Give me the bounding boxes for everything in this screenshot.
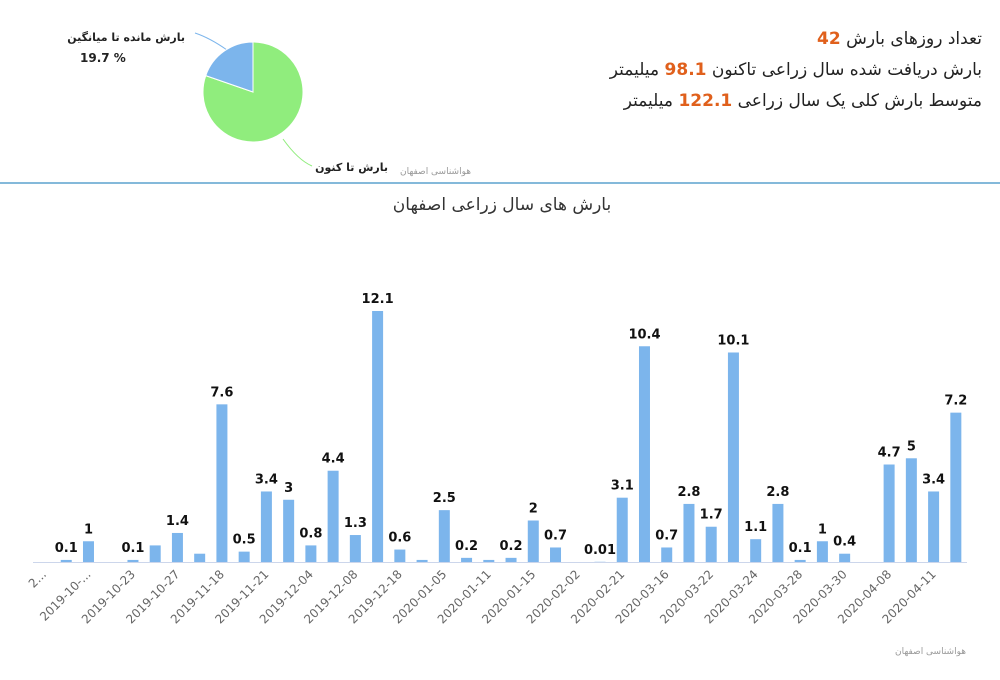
bar bbox=[327, 470, 339, 562]
data-label: 12.1 bbox=[362, 292, 394, 307]
data-label: 1.3 bbox=[344, 516, 367, 531]
bar bbox=[883, 464, 895, 562]
bar bbox=[638, 346, 650, 562]
stat-line: بارش دریافت شده سال زراعی تاکنون 98.1 می… bbox=[610, 55, 982, 86]
bar bbox=[238, 551, 250, 562]
bar bbox=[750, 539, 762, 562]
data-label: 0.01 bbox=[584, 543, 616, 558]
data-label: 3.4 bbox=[255, 472, 278, 487]
data-label: 5 bbox=[907, 439, 916, 454]
bar bbox=[839, 553, 851, 562]
chart-title: بارش های سال زراعی اصفهان bbox=[393, 195, 611, 215]
bar bbox=[260, 491, 272, 562]
bar bbox=[928, 491, 940, 562]
data-label: 0.7 bbox=[655, 528, 678, 543]
stat-line: متوسط بارش کلی یک سال زراعی 122.1 میلیمت… bbox=[610, 86, 982, 117]
bar bbox=[705, 526, 717, 562]
stat-value: 122.1 bbox=[678, 91, 733, 111]
bar bbox=[372, 310, 384, 562]
bar bbox=[661, 547, 673, 562]
bar bbox=[727, 352, 739, 562]
data-label: 0.2 bbox=[455, 539, 478, 554]
data-label: 2.5 bbox=[433, 491, 456, 506]
stat-value: 98.1 bbox=[664, 60, 707, 80]
stat-unit: میلیمتر bbox=[609, 60, 660, 80]
bar bbox=[616, 497, 628, 562]
data-label: 0.2 bbox=[500, 539, 523, 554]
stat-line: تعداد روزهای بارش 42 bbox=[610, 24, 982, 55]
bar bbox=[905, 458, 917, 562]
bar bbox=[149, 545, 161, 562]
data-label: 1.7 bbox=[700, 508, 723, 523]
data-label: 1 bbox=[84, 522, 93, 537]
bar bbox=[683, 503, 695, 562]
data-label: 2.8 bbox=[677, 485, 700, 500]
data-label: 0.5 bbox=[233, 533, 256, 548]
pie-connector bbox=[282, 138, 313, 167]
data-label: 0.8 bbox=[299, 526, 322, 541]
bar bbox=[505, 557, 517, 562]
pie-label: بارش تا کنون bbox=[315, 161, 388, 174]
data-label: 10.1 bbox=[717, 333, 749, 348]
pie-slice bbox=[202, 41, 304, 143]
data-label: 1.1 bbox=[744, 520, 767, 535]
bar bbox=[416, 559, 428, 562]
bar bbox=[950, 412, 962, 562]
credit: هواشناسی اصفهان bbox=[895, 647, 966, 657]
data-label: 7.6 bbox=[210, 385, 233, 400]
data-label: 1.4 bbox=[166, 514, 189, 529]
data-label: 0.1 bbox=[789, 541, 812, 556]
pie-label: بارش مانده تا میانگین bbox=[67, 31, 185, 44]
data-label: 0.1 bbox=[121, 541, 144, 556]
data-label: 2.8 bbox=[766, 485, 789, 500]
pie-slice bbox=[205, 41, 254, 93]
bar bbox=[527, 520, 539, 562]
stat-text: تعداد روزهای بارش bbox=[846, 29, 982, 49]
stat-value: 42 bbox=[817, 29, 841, 49]
bar bbox=[394, 549, 406, 562]
stat-text: متوسط بارش کلی یک سال زراعی bbox=[737, 91, 982, 111]
pie-connector bbox=[194, 32, 228, 51]
bar bbox=[305, 545, 317, 562]
stat-unit: میلیمتر bbox=[623, 91, 674, 111]
bar bbox=[772, 503, 784, 562]
bar bbox=[550, 547, 562, 562]
bar bbox=[483, 559, 495, 562]
bar bbox=[283, 499, 295, 562]
credit: هواشناسی اصفهان bbox=[400, 167, 471, 177]
data-label: 2 bbox=[529, 502, 538, 517]
bar bbox=[349, 535, 361, 562]
stat-text: بارش دریافت شده سال زراعی تاکنون bbox=[711, 60, 982, 80]
data-label: 10.4 bbox=[628, 327, 660, 342]
bar bbox=[461, 557, 473, 562]
bar bbox=[171, 532, 183, 562]
bar bbox=[216, 404, 228, 562]
pie-value-label: 19.7 % bbox=[80, 51, 126, 65]
data-label: 7.2 bbox=[944, 394, 967, 409]
data-label: 3.1 bbox=[611, 479, 634, 494]
stats: تعداد روزهای بارش 42 بارش دریافت شده سال… bbox=[610, 24, 982, 117]
data-label: 4.7 bbox=[878, 446, 901, 461]
data-label: 3.4 bbox=[922, 472, 945, 487]
bar bbox=[82, 541, 94, 562]
x-tick-label: 2... bbox=[26, 567, 49, 590]
data-label: 1 bbox=[818, 522, 827, 537]
bar bbox=[816, 541, 828, 562]
data-label: 0.7 bbox=[544, 528, 567, 543]
data-label: 0.6 bbox=[388, 531, 411, 546]
bar bbox=[194, 553, 206, 562]
data-label: 4.4 bbox=[322, 452, 345, 467]
data-label: 0.4 bbox=[833, 535, 856, 550]
bar bbox=[60, 559, 72, 562]
bar bbox=[794, 559, 806, 562]
data-label: 0.1 bbox=[55, 541, 78, 556]
bar bbox=[438, 510, 450, 562]
data-label: 3 bbox=[284, 481, 293, 496]
bar bbox=[127, 559, 139, 562]
